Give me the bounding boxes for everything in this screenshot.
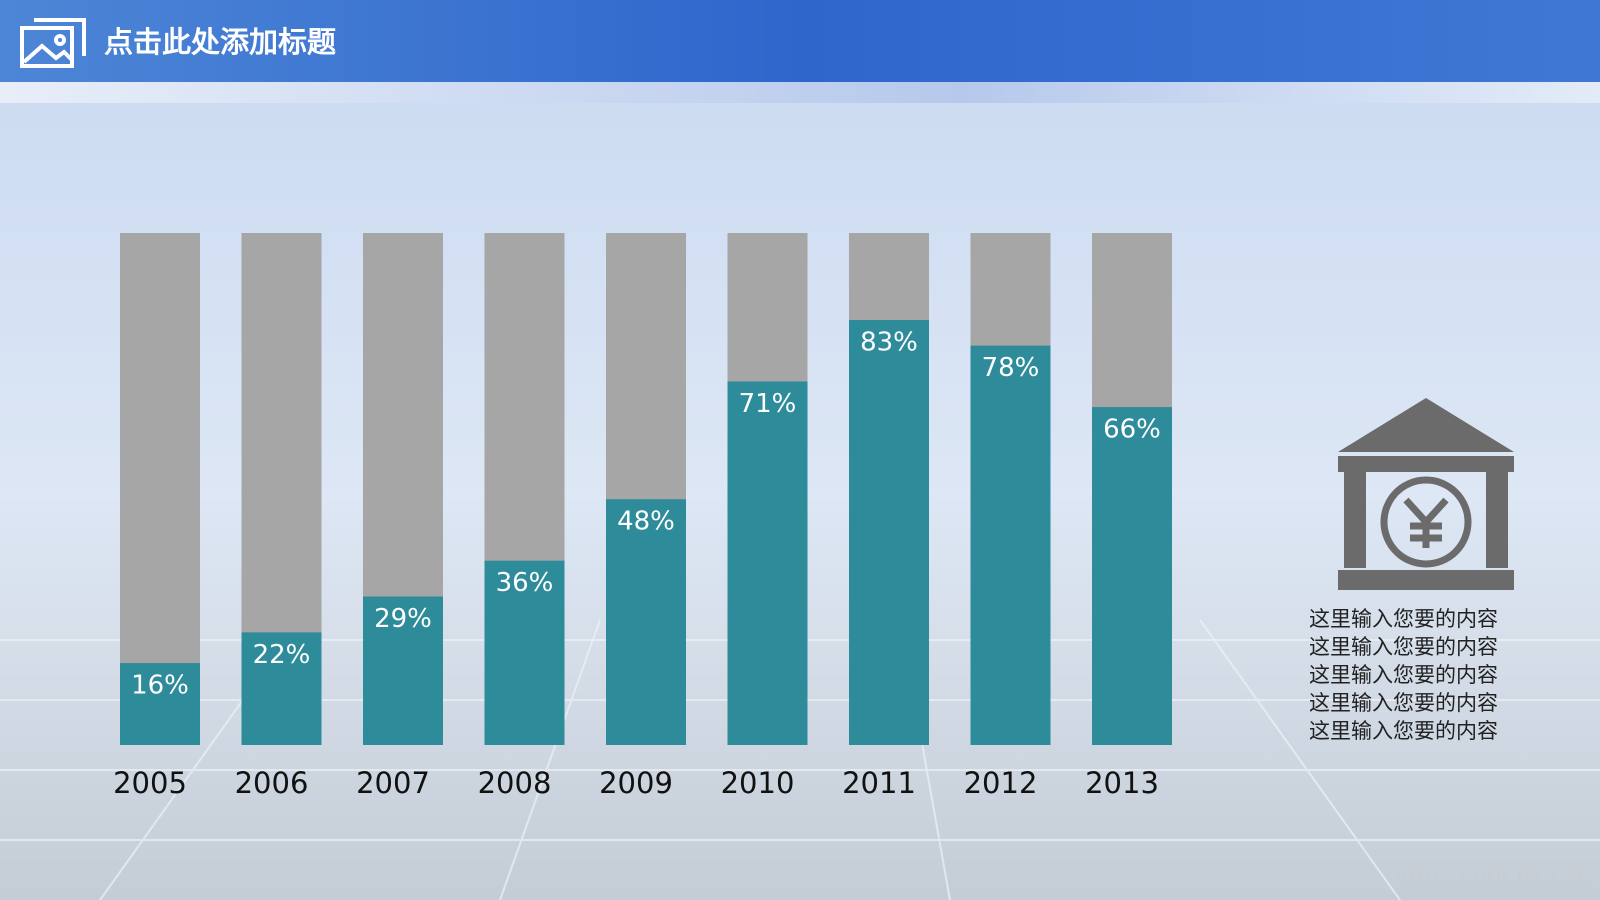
header-icon — [20, 18, 86, 68]
side-line: 这里输入您要的内容 — [1309, 635, 1498, 659]
value-label: 48% — [617, 507, 675, 537]
bar — [120, 663, 200, 745]
x-tick-label: 2009 — [599, 766, 673, 800]
bar — [970, 345, 1051, 745]
bar — [484, 560, 565, 745]
bar — [849, 320, 929, 745]
x-tick-label: 2012 — [964, 766, 1038, 800]
x-tick-label: 2005 — [113, 766, 187, 800]
bar-track — [120, 233, 200, 745]
header-bar — [0, 0, 1600, 82]
title: 点击此处添加标题 — [104, 25, 336, 59]
bar — [727, 381, 808, 745]
side-line: 这里输入您要的内容 — [1309, 719, 1498, 743]
value-label: 29% — [374, 604, 432, 634]
value-label: 16% — [131, 671, 189, 701]
x-tick-label: 2007 — [356, 766, 430, 800]
side-line: 这里输入您要的内容 — [1309, 691, 1498, 715]
header-band — [0, 82, 1600, 103]
x-tick-label: 2013 — [1085, 766, 1159, 800]
bar — [1092, 407, 1172, 745]
side-line: 这里输入您要的内容 — [1309, 607, 1498, 631]
value-label: 36% — [496, 568, 554, 598]
side-line: 这里输入您要的内容 — [1309, 663, 1498, 687]
x-tick-label: 2008 — [478, 766, 552, 800]
value-label: 71% — [739, 389, 797, 419]
value-label: 22% — [253, 640, 311, 670]
value-label: 66% — [1103, 415, 1161, 445]
bank-icon — [1338, 398, 1514, 590]
x-tick-label: 2010 — [721, 766, 795, 800]
side-text: 这里输入您要的内容这里输入您要的内容这里输入您要的内容这里输入您要的内容这里输入… — [1309, 607, 1498, 743]
bar — [606, 499, 686, 745]
watermark: https://ppt.pkll.de — [1394, 864, 1590, 889]
x-tick-label: 2006 — [235, 766, 309, 800]
value-label: 78% — [982, 353, 1040, 383]
x-tick-label: 2011 — [842, 766, 916, 800]
bar — [363, 596, 443, 745]
value-label: 83% — [860, 328, 918, 358]
bar — [241, 632, 322, 745]
